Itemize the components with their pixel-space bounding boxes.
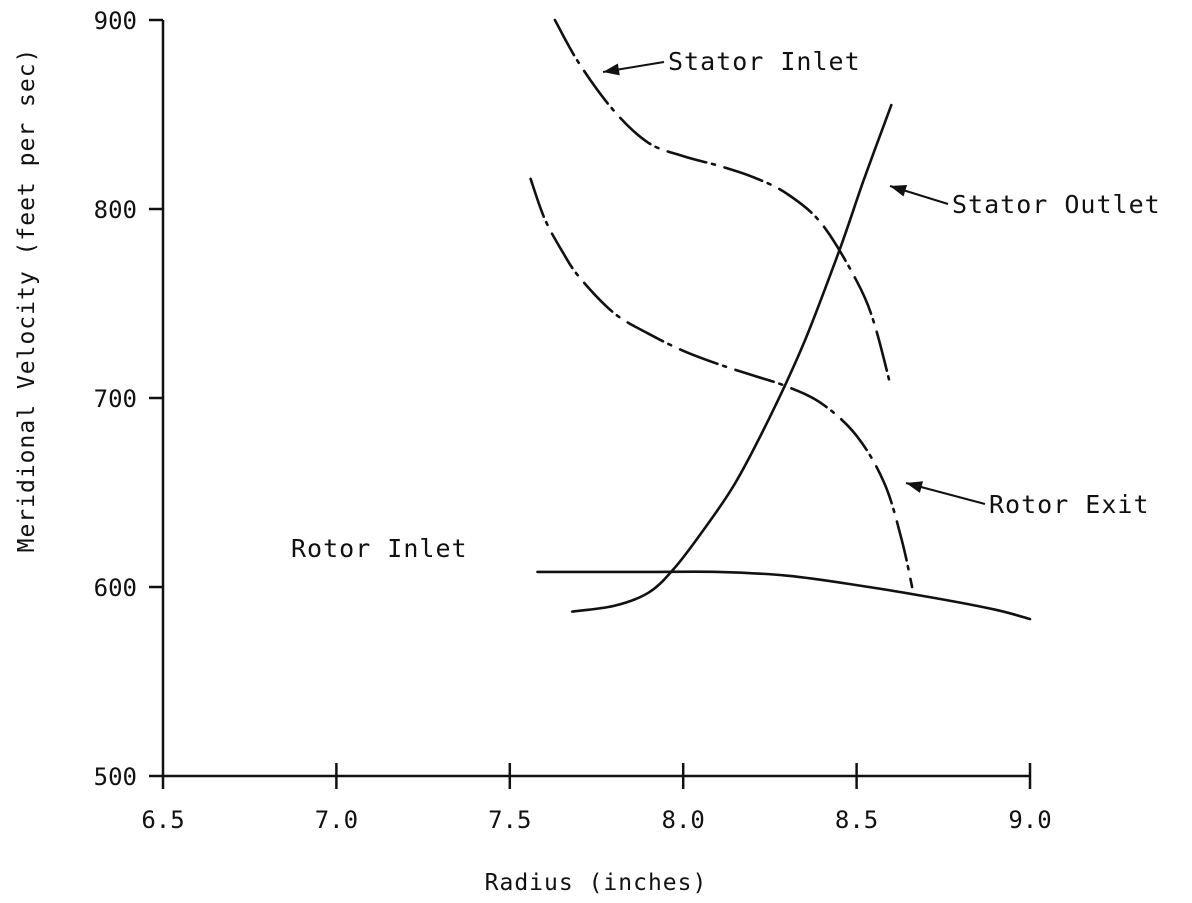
x-tick-label: 9.0 bbox=[1008, 806, 1051, 834]
x-axis-title: Radius (inches) bbox=[485, 870, 708, 896]
arrowhead-stator-inlet bbox=[603, 63, 620, 76]
series-line-stator-outlet bbox=[570, 103, 893, 613]
series-line-stator-inlet bbox=[553, 18, 893, 390]
y-tick-label: 500 bbox=[94, 763, 137, 791]
x-tick-label: 8.5 bbox=[835, 806, 878, 834]
label-stator-outlet: Stator Outlet bbox=[952, 190, 1161, 219]
y-tick-label: 700 bbox=[94, 385, 137, 413]
x-tick-label: 6.5 bbox=[141, 806, 184, 834]
label-stator-inlet: Stator Inlet bbox=[668, 47, 861, 76]
series-line-rotor-exit bbox=[529, 177, 914, 589]
y-axis-title: Meridional Velocity (feet per sec) bbox=[14, 48, 40, 553]
x-tick-label: 7.5 bbox=[488, 806, 531, 834]
y-tick-label: 800 bbox=[94, 196, 137, 224]
x-tick-label: 8.0 bbox=[662, 806, 705, 834]
x-ticks: 6.5 7.0 7.5 8.0 8.5 9.0 bbox=[141, 763, 1052, 834]
arrowhead-stator-outlet bbox=[890, 185, 908, 197]
arrowhead-rotor-exit bbox=[906, 481, 924, 493]
curves bbox=[529, 18, 1032, 621]
label-rotor-exit: Rotor Exit bbox=[989, 490, 1150, 519]
x-tick-label: 7.0 bbox=[315, 806, 358, 834]
label-rotor-inlet: Rotor Inlet bbox=[291, 534, 468, 563]
series-labels: Stator Inlet Stator Outlet Rotor Exit Rotor… bbox=[291, 47, 1161, 563]
y-tick-label: 600 bbox=[94, 574, 137, 602]
series-line-rotor-inlet bbox=[536, 570, 1032, 621]
axes bbox=[161, 20, 1030, 778]
y-ticks: 500 600 700 800 900 bbox=[94, 7, 163, 791]
y-tick-label: 900 bbox=[94, 7, 137, 35]
